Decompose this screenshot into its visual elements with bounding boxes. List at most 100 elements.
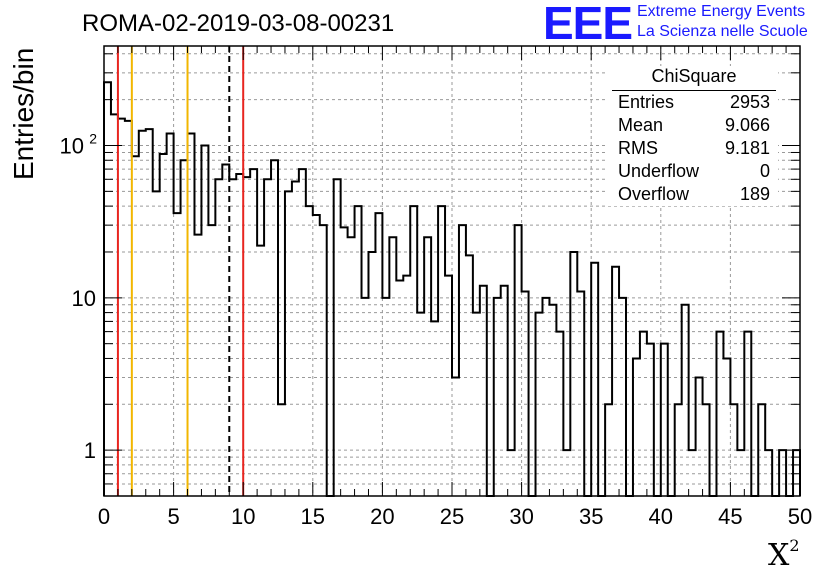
- stats-title: ChiSquare: [612, 66, 776, 91]
- histogram-bin: [501, 286, 508, 496]
- histogram-bin: [466, 255, 473, 496]
- stats-value: 189: [739, 184, 770, 204]
- histogram-bin: [508, 450, 515, 496]
- tick-labels: 0 5 10 15 20 25 30 35 40 45 50 1 10 10 2: [60, 130, 813, 529]
- histogram-bin: [292, 182, 299, 496]
- stats-row: Entries 2953: [608, 91, 778, 114]
- histogram-bin: [661, 344, 668, 496]
- histogram-bin: [452, 377, 459, 496]
- stats-row: RMS 9.181: [608, 137, 778, 160]
- histogram-bin: [730, 404, 737, 496]
- histogram-bin: [473, 313, 480, 496]
- histogram-bin: [181, 160, 188, 496]
- histogram-bin: [222, 165, 229, 496]
- histogram-bin: [139, 131, 146, 496]
- stats-label: RMS: [618, 138, 658, 158]
- stats-value: 9.181: [724, 138, 770, 158]
- histogram-bin: [104, 82, 111, 496]
- histogram-bin: [723, 358, 730, 496]
- stats-row: Mean 9.066: [608, 114, 778, 137]
- histogram-bin: [522, 292, 529, 496]
- histogram-bin: [375, 213, 382, 496]
- histogram-bin: [744, 332, 751, 496]
- histogram-bin: [410, 206, 417, 496]
- histogram-bin: [201, 145, 208, 496]
- histogram-bin: [515, 225, 522, 496]
- x-axis-label: X2: [768, 536, 800, 573]
- x-tick-label: 35: [579, 504, 603, 529]
- stats-value: 9.066: [724, 115, 770, 135]
- histogram: [103, 81, 801, 497]
- histogram-bin: [243, 177, 250, 496]
- histogram-bin: [306, 206, 313, 496]
- histogram-bin: [716, 332, 723, 496]
- histogram-bin: [167, 133, 174, 496]
- histogram-bin: [153, 191, 160, 496]
- axes: [103, 45, 801, 497]
- histogram-bin: [438, 206, 445, 496]
- stats-label: Underflow: [618, 161, 700, 181]
- x-tick-label: 0: [98, 504, 110, 529]
- histogram-bin: [132, 156, 139, 496]
- histogram-bin: [563, 450, 570, 496]
- histogram-bin: [160, 154, 167, 496]
- histogram-bin: [208, 225, 215, 496]
- histogram-bin: [431, 321, 438, 496]
- histogram-bin: [125, 121, 132, 496]
- histogram-bin: [689, 450, 696, 496]
- histogram-bin: [403, 276, 410, 496]
- histogram-bin: [188, 133, 195, 496]
- histogram-bin: [271, 160, 278, 496]
- histogram-bin: [278, 404, 285, 496]
- histogram-bin: [264, 179, 271, 496]
- histogram-bin: [362, 298, 369, 496]
- y-tick-label: 1: [84, 438, 96, 463]
- histogram-bin: [396, 280, 403, 496]
- histogram-bin: [250, 169, 257, 496]
- histogram-bin: [334, 179, 341, 496]
- logo-text-line2: La Scienza nelle Scuole: [637, 23, 808, 40]
- histogram-bin: [605, 404, 612, 496]
- eee-logo: EEE: [543, 0, 633, 49]
- x-axis-label-exponent: 2: [789, 536, 800, 555]
- histogram-bin: [542, 298, 549, 496]
- histogram-bin: [703, 404, 710, 496]
- x-tick-label: 20: [370, 504, 394, 529]
- x-tick-label: 45: [718, 504, 742, 529]
- histogram-bin: [536, 313, 543, 496]
- stats-value: 2953: [729, 92, 770, 112]
- histogram-bin: [682, 305, 689, 496]
- x-tick-label: 10: [231, 504, 255, 529]
- histogram-bin: [146, 129, 153, 496]
- x-tick-label: 40: [649, 504, 673, 529]
- histogram-bin: [389, 237, 396, 496]
- x-tick-label: 5: [167, 504, 179, 529]
- histogram-bin: [417, 313, 424, 496]
- histogram-bin: [591, 263, 598, 496]
- histogram-bin: [348, 237, 355, 496]
- histogram-bin: [633, 358, 640, 496]
- histogram-bin: [299, 169, 306, 496]
- histogram-bin: [549, 305, 556, 496]
- y-axis-label: Entries/bin: [8, 47, 39, 180]
- x-axis-label-base: X: [768, 538, 790, 573]
- histogram-bin: [494, 298, 501, 496]
- stats-box: ChiSquare Entries 2953 Mean 9.066 RMS 9.…: [608, 66, 778, 206]
- histogram-bin: [556, 332, 563, 496]
- chart-title: ROMA-02-2019-03-08-00231: [82, 10, 395, 37]
- histogram-bin: [570, 252, 577, 496]
- histogram-bin: [382, 298, 389, 496]
- histogram-bin: [779, 450, 786, 496]
- histogram-bin: [424, 237, 431, 496]
- stats-label: Overflow: [618, 184, 690, 204]
- histogram-bin: [174, 213, 181, 496]
- histogram-bin: [194, 235, 201, 496]
- histogram-bin: [320, 225, 327, 496]
- histogram-bin: [355, 206, 362, 496]
- histogram-bin: [696, 377, 703, 496]
- histogram-bin: [480, 286, 487, 496]
- x-tick-label: 15: [301, 504, 325, 529]
- histogram-bin: [612, 267, 619, 496]
- histogram-bin: [368, 252, 375, 496]
